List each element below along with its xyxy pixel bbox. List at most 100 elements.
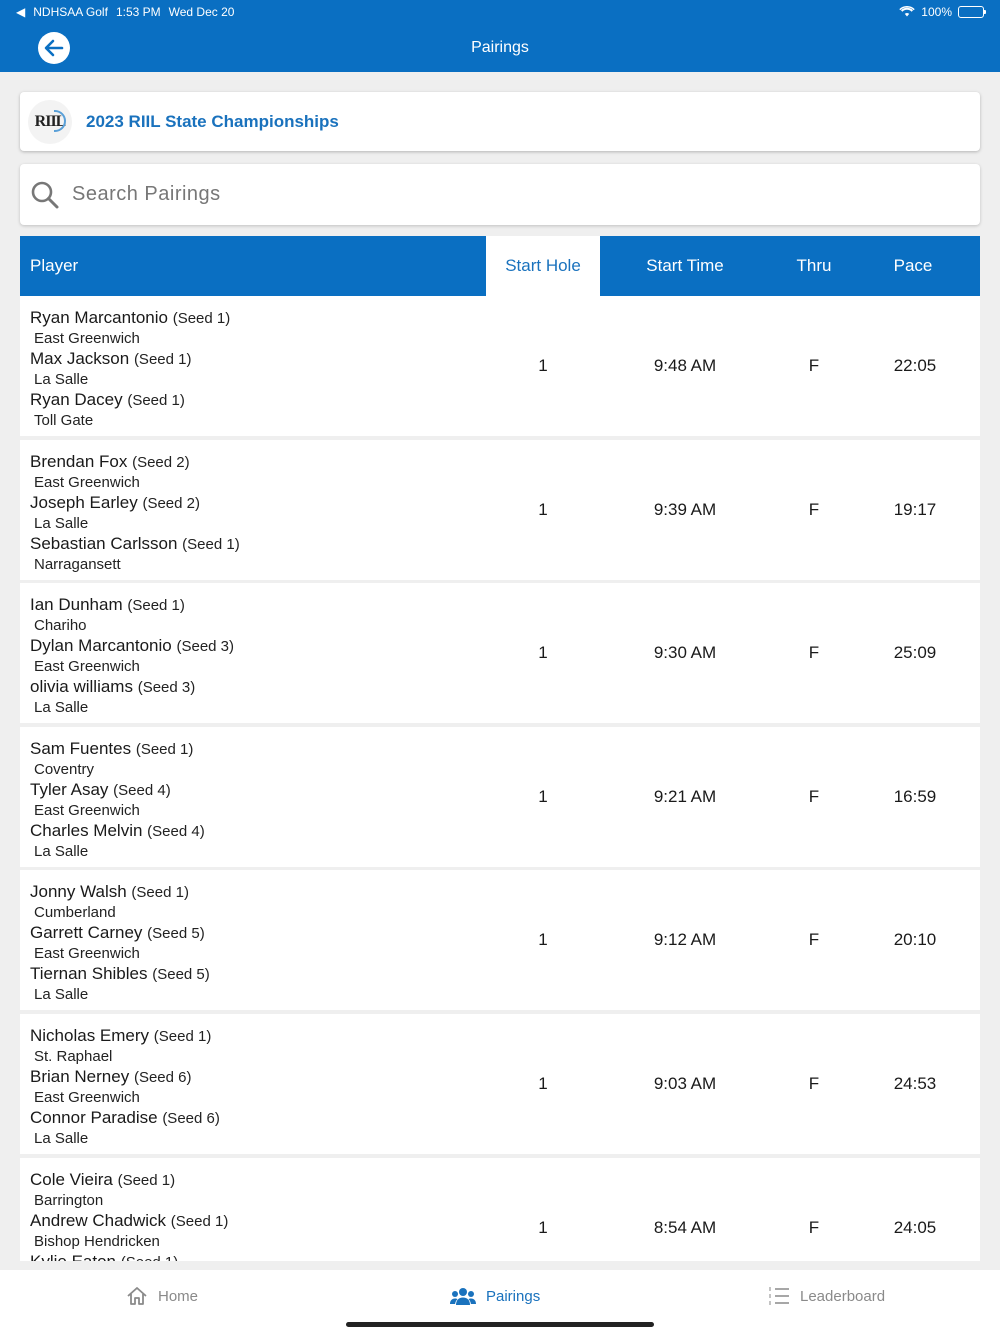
start-time-cell: 9:03 AM [653,1073,717,1093]
table-header: Player Start Hole Start Time Thru Pace [20,236,980,296]
player-line: Max Jackson (Seed 1) [30,349,230,370]
tab-leaderboard-label: Leaderboard [800,1287,886,1305]
player-line: Sebastian Carlsson (Seed 1) [30,534,240,555]
player-name[interactable]: Brian Nerney [30,1066,130,1086]
player-school: La Salle [34,699,89,717]
thru-cell: F [808,356,820,375]
start-time-cell: 9:12 AM [653,930,717,950]
search-bar [20,164,980,225]
tab-pairings[interactable]: Pairings [450,1284,540,1308]
player-school: East Greenwich [34,945,140,963]
table-row[interactable]: Sam Fuentes (Seed 1) Coventry Tyler Asay (… [20,726,980,867]
player-line: Jonny Walsh (Seed 1) [30,882,210,903]
back-to-app-caret-icon[interactable]: ◀ [16,5,26,19]
page-title: Pairings [471,39,529,56]
home-indicator [346,1322,654,1327]
player-school: Cumberland [34,904,116,922]
player-name[interactable]: Ryan Marcantonio [30,308,168,327]
start-time-cell: 9:30 AM [653,643,717,663]
player-school: La Salle [34,842,89,860]
tab-home-label: Home [158,1287,199,1305]
player-school: Bishop Hendricken [34,1232,160,1250]
player-line: Andrew Chadwick (Seed 1) [30,1211,228,1232]
column-header-pace[interactable]: Pace [893,256,933,275]
player-name[interactable]: Joseph Earley [30,492,138,512]
player-seed: (Seed 1) [133,351,192,368]
player-seed: (Seed 3) [176,638,235,656]
player-school: Toll Gate [34,412,94,429]
player-name[interactable]: Nicholas Emery [30,1025,150,1045]
player-group: Brendan Fox (Seed 2) East Greenwich Joseph… [30,452,240,575]
player-name[interactable]: Ian Dunham [30,595,123,615]
player-name[interactable]: Max Jackson [30,349,130,368]
player-name[interactable]: Connor Paradise [30,1107,158,1127]
player-seed: (Seed 3) [137,679,196,697]
player-seed: (Seed 5) [147,925,205,943]
player-school: Chariho [34,617,87,635]
table-row[interactable]: Cole Vieira (Seed 1) Barrington Andrew Cha… [20,1157,980,1261]
player-name[interactable]: Tyler Asay [30,779,109,799]
column-header-start-time[interactable]: Start Time [646,256,724,275]
player-name[interactable]: Garrett Carney [30,923,143,943]
player-name[interactable]: Brendan Fox [30,451,128,471]
table-row[interactable]: Jonny Walsh (Seed 1) Cumberland Garrett Ca… [20,870,980,1011]
start-time-cell: 9:48 AM [653,356,717,375]
tab-home[interactable]: Home [126,1284,198,1308]
player-school: La Salle [34,1129,89,1147]
player-name[interactable]: Tiernan Shibles [30,964,148,984]
player-seed: (Seed 1) [131,884,189,902]
player-seed: (Seed 1) [135,740,194,758]
pace-cell: 16:59 [893,786,937,806]
thru-cell: F [808,499,820,519]
start-time-cell: 9:21 AM [653,786,717,806]
player-seed: (Seed 6) [133,1068,192,1086]
table-row[interactable]: Ryan Marcantonio (Seed 1) East Greenwich M… [20,296,980,436]
start-hole-cell: 1 [538,1073,548,1093]
arrow-left-icon [44,39,64,57]
table-row[interactable]: Brendan Fox (Seed 2) East Greenwich Joseph… [20,439,980,580]
home-icon [127,1287,147,1305]
player-line: olivia williams (Seed 3) [30,677,234,698]
player-school: East Greenwich [34,658,140,676]
player-seed: (Seed 2) [142,494,201,512]
status-bar: ◀ NDHSAA Golf 1:53 PM Wed Dec 20 100% [0,0,1000,24]
pairings-list[interactable]: Ryan Marcantonio (Seed 1) East Greenwich M… [20,296,980,1261]
player-seed: (Seed 1) [153,1027,212,1045]
back-button[interactable] [38,32,70,64]
player-name[interactable]: Andrew Chadwick [30,1210,167,1230]
pace-cell: 24:05 [893,1217,937,1237]
player-group: Jonny Walsh (Seed 1) Cumberland Garrett Ca… [30,882,210,1005]
thru-cell: F [808,1073,820,1093]
player-name[interactable]: Sebastian Carlsson [30,533,178,553]
player-name[interactable]: Cole Vieira [30,1169,113,1189]
pace-cell: 19:17 [893,499,937,519]
player-name[interactable]: Jonny Walsh [30,882,127,902]
column-header-start-hole[interactable]: Start Hole [486,236,600,296]
player-name[interactable]: Dylan Marcantonio [30,636,172,656]
search-input[interactable] [72,183,872,206]
player-school: La Salle [34,514,89,532]
column-header-player[interactable]: Player [30,256,79,275]
table-row[interactable]: Nicholas Emery (Seed 1) St. Raphael Brian … [20,1013,980,1154]
event-card[interactable]: RIIL 2023 RIIL State Championships [20,92,980,151]
player-seed: (Seed 1) [182,535,240,553]
event-title: 2023 RIIL State Championships [86,111,339,131]
column-header-thru[interactable]: Thru [796,256,832,275]
player-school: St. Raphael [34,1047,113,1065]
player-seed: (Seed 1) [121,1254,179,1261]
table-row[interactable]: Ian Dunham (Seed 1) Chariho Dylan Marcanto… [20,583,980,724]
tab-leaderboard[interactable]: Leaderboard [768,1284,885,1308]
back-app-label[interactable]: NDHSAA Golf [33,5,108,19]
battery-icon [958,6,986,18]
player-name[interactable]: Sam Fuentes [30,738,132,758]
pace-cell: 20:10 [893,930,937,950]
player-school: La Salle [34,371,89,388]
player-name[interactable]: Kylie Eaton [30,1252,116,1261]
player-school: East Greenwich [34,1088,140,1106]
player-name[interactable]: olivia williams [30,677,133,697]
player-line: Connor Paradise (Seed 6) [30,1108,220,1129]
player-name[interactable]: Charles Melvin [30,820,143,840]
player-name[interactable]: Ryan Dacey [30,390,123,409]
player-line: Tyler Asay (Seed 4) [30,780,205,801]
start-hole-cell: 1 [538,786,548,806]
